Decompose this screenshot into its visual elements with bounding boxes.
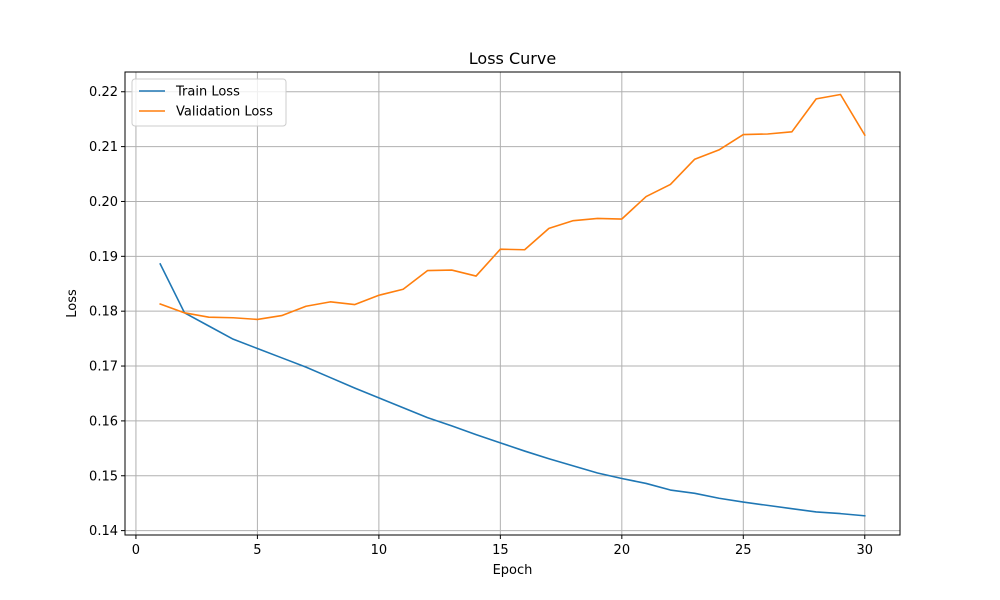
x-tick-label: 10	[371, 543, 388, 558]
y-tick-label: 0.19	[89, 250, 118, 265]
legend-validation-label: Validation Loss	[176, 105, 273, 120]
y-tick-label: 0.20	[89, 195, 118, 210]
x-tick-label: 15	[492, 543, 509, 558]
legend-train-label: Train Loss	[175, 85, 240, 100]
plot-frame	[124, 71, 901, 536]
x-axis-label: Epoch	[493, 563, 533, 578]
x-tick-label: 5	[253, 543, 261, 558]
y-tick-label: 0.14	[89, 524, 118, 539]
y-tick-label: 0.16	[89, 414, 118, 429]
x-tick-label: 20	[614, 543, 631, 558]
validation-loss-line	[159, 93, 866, 321]
axis-ticks: 0 5 10 15 20 25 30 0.14 0.15 0.16 0.17 0.18 0.19 0.20…	[89, 85, 873, 558]
y-tick-label: 0.15	[89, 469, 118, 484]
y-tick-label: 0.18	[89, 305, 118, 320]
y-tick-label: 0.22	[89, 85, 118, 100]
legend-box	[131, 78, 287, 127]
y-tick-label: 0.21	[89, 140, 118, 155]
y-axis-label: Loss	[65, 289, 80, 318]
series-layer	[159, 93, 866, 517]
chart-title: Loss Curve	[469, 49, 556, 68]
legend: Train Loss Validation Loss	[131, 78, 287, 127]
x-tick-label: 0	[132, 543, 140, 558]
y-tick-label: 0.17	[89, 360, 118, 375]
x-tick-label: 30	[856, 543, 873, 558]
grid	[125, 72, 900, 535]
train-loss-line	[159, 262, 866, 517]
x-tick-label: 25	[735, 543, 752, 558]
